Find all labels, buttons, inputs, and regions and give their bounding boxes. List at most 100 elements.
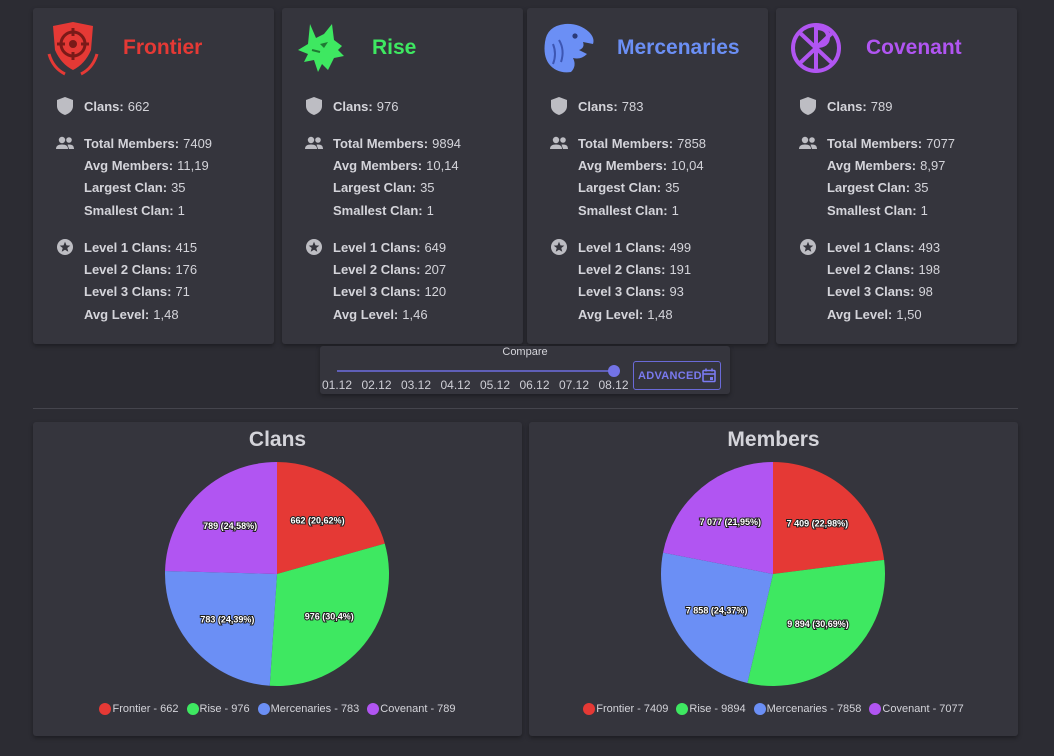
legend-label: Mercenaries - 7858: [766, 703, 862, 715]
slice-label: 7 409 (22,98%): [787, 519, 849, 529]
members-stats: Total Members: 7409 Avg Members: 11,19 Lar…: [55, 132, 212, 221]
faction-name: Rise: [372, 36, 417, 59]
faction-name: Mercenaries: [617, 36, 740, 59]
faction-name: Covenant: [866, 36, 962, 59]
members-stats: Total Members: 9894 Avg Members: 10,14 Lar…: [304, 132, 461, 221]
legend-swatch: [676, 703, 689, 715]
advanced-label: ADVANCED: [638, 369, 702, 382]
slice-label: 976 (30,4%): [305, 611, 354, 621]
star-circle-icon: [549, 237, 569, 257]
eagle-head-icon: [544, 23, 594, 73]
clans-chart-card: Clans 662 (20,62%) 976 (30,4%) 783 (24,39%…: [33, 422, 522, 736]
slice-label: 662 (20,62%): [291, 515, 345, 525]
date-label[interactable]: 03.12: [401, 378, 432, 392]
legend-item[interactable]: Mercenaries - 7858: [753, 703, 862, 715]
pie-slice-rise[interactable]: [269, 543, 389, 686]
legend-label: Frontier - 7409: [596, 703, 669, 715]
clans-stat: Clans: 662: [55, 95, 149, 117]
legend-label: Rise - 9894: [689, 703, 746, 715]
faction-card-covenant: Covenant Clans: 789 Total Members: 7077 Av…: [776, 8, 1017, 344]
slice-label: 7 077 (21,95%): [699, 517, 761, 527]
members-chart-card: Members 7 409 (22,98%) 9 894 (30,69%) 7 85…: [529, 422, 1018, 736]
date-label[interactable]: 07.12: [559, 378, 590, 392]
card-header: Frontier: [45, 20, 202, 76]
legend-item[interactable]: Rise - 9894: [676, 703, 746, 715]
legend-item[interactable]: Frontier - 662: [99, 703, 179, 715]
shield-icon: [304, 96, 324, 116]
date-label[interactable]: 05.12: [480, 378, 511, 392]
clans-stat: Clans: 976: [304, 95, 398, 117]
date-label[interactable]: 02.12: [361, 378, 392, 392]
legend-swatch: [583, 703, 596, 715]
advanced-button[interactable]: ADVANCED: [633, 361, 721, 390]
legend-label: Rise - 976: [199, 703, 250, 715]
pie-slice-mercenaries[interactable]: [661, 552, 773, 684]
legend-item[interactable]: Frontier - 7409: [583, 703, 668, 715]
section-divider: [33, 408, 1018, 409]
group-icon: [549, 133, 569, 153]
slice-label: 9 894 (30,69%): [787, 619, 849, 629]
slice-label: 783 (24,39%): [200, 614, 254, 624]
star-circle-icon: [798, 237, 818, 257]
pie-slice-covenant[interactable]: [165, 462, 277, 574]
slice-label: 7 858 (24,37%): [686, 606, 748, 616]
level-stats: Level 1 Clans: 415 Level 2 Clans: 176 Leve…: [55, 236, 197, 325]
pie-slice-rise[interactable]: [747, 559, 885, 686]
legend-item[interactable]: Covenant - 7077: [869, 703, 964, 715]
card-header: Mercenaries: [539, 20, 740, 76]
legend-swatch: [186, 703, 199, 715]
wolf-head-icon: [298, 24, 344, 72]
legend-swatch: [257, 703, 270, 715]
level-stats: Level 1 Clans: 493 Level 2 Clans: 198 Leve…: [798, 236, 940, 325]
date-slider-labels: 01.12 02.12 03.12 04.12 05.12 06.12 07.12 08.12: [320, 378, 630, 392]
faction-card-rise: Rise Clans: 976 Total Members: 9894 Avg Me…: [282, 8, 523, 344]
calendar-icon: [702, 368, 716, 383]
date-label[interactable]: 01.12: [322, 378, 353, 392]
legend-item[interactable]: Covenant - 789: [367, 703, 456, 715]
legend-swatch: [99, 703, 112, 715]
level-stats: Level 1 Clans: 499 Level 2 Clans: 191 Leve…: [549, 236, 691, 325]
group-icon: [55, 133, 75, 153]
members-pie-chart: 7 409 (22,98%) 9 894 (30,69%) 7 858 (24,37…: [661, 462, 885, 686]
legend-swatch: [753, 703, 766, 715]
legend-swatch: [367, 703, 380, 715]
date-label[interactable]: 06.12: [519, 378, 550, 392]
members-legend: Frontier - 7409 Rise - 9894 Mercenaries - …: [529, 703, 1018, 715]
members-stats: Total Members: 7077 Avg Members: 8,97 Larg…: [798, 132, 955, 221]
chart-title: Clans: [248, 428, 307, 451]
pie-slice-mercenaries[interactable]: [165, 571, 277, 686]
pie-slice-frontier[interactable]: [277, 462, 385, 574]
faction-card-frontier: Frontier Clans: 662 Total Members: 7409 Av…: [33, 8, 274, 344]
star-circle-icon: [304, 237, 324, 257]
date-slider-thumb[interactable]: [608, 365, 620, 377]
group-icon: [304, 133, 324, 153]
legend-label: Covenant - 789: [380, 703, 456, 715]
pie-slice-frontier[interactable]: [773, 462, 885, 574]
date-label[interactable]: 08.12: [598, 378, 629, 392]
date-slider-track[interactable]: [337, 370, 613, 372]
crosshair-shield-icon: [47, 22, 99, 76]
faction-name: Frontier: [123, 36, 203, 59]
clans-stat: Clans: 783: [549, 95, 643, 117]
card-header: Rise: [294, 20, 416, 76]
clans-legend: Frontier - 662 Rise - 976 Mercenaries - 78…: [33, 703, 522, 715]
chi-rho-circle-icon: [791, 23, 841, 73]
legend-label: Mercenaries - 783: [270, 703, 360, 715]
shield-icon: [798, 96, 818, 116]
shield-icon: [549, 96, 569, 116]
date-label[interactable]: 04.12: [440, 378, 471, 392]
legend-item[interactable]: Rise - 976: [186, 703, 250, 715]
group-icon: [798, 133, 818, 153]
legend-label: Covenant - 7077: [882, 703, 964, 715]
shield-icon: [55, 96, 75, 116]
members-stats: Total Members: 7858 Avg Members: 10,04 Lar…: [549, 132, 706, 221]
compare-title: Compare: [502, 346, 548, 358]
pie-slice-covenant[interactable]: [663, 462, 773, 574]
chart-title: Members: [727, 428, 820, 451]
card-header: Covenant: [788, 20, 962, 76]
legend-item[interactable]: Mercenaries - 783: [257, 703, 360, 715]
compare-panel: Compare 01.12 02.12 03.12 04.12 05.12 06.12 07…: [320, 346, 730, 394]
star-circle-icon: [55, 237, 75, 257]
slice-label: 789 (24,58%): [203, 521, 257, 531]
clans-stat: Clans: 789: [798, 95, 892, 117]
